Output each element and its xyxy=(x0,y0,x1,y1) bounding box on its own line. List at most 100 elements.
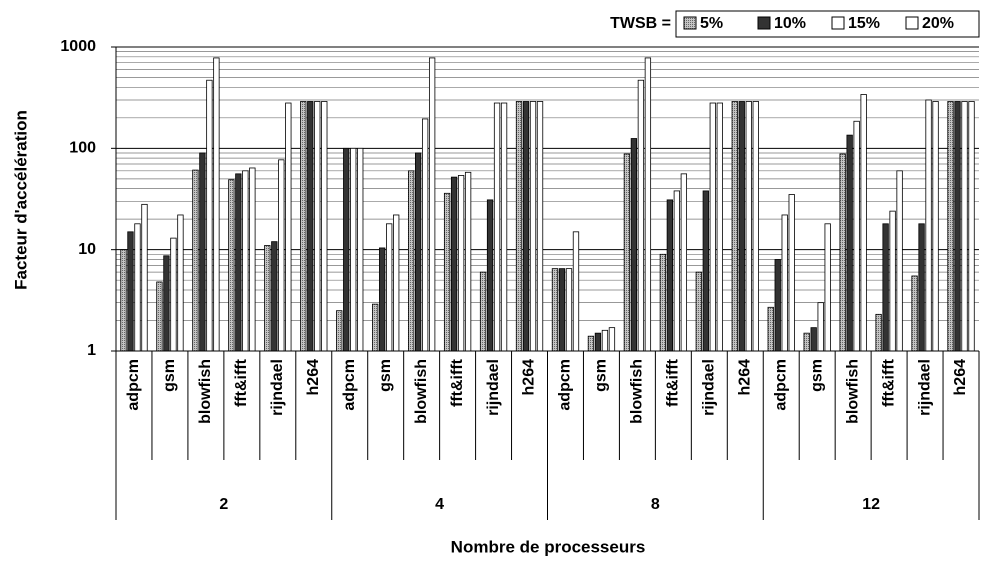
bar xyxy=(745,101,752,352)
x-tick-label: adpcm xyxy=(772,359,789,411)
bar xyxy=(414,152,422,352)
bar xyxy=(601,329,609,352)
legend-title: TWSB = xyxy=(610,15,671,32)
bar xyxy=(817,302,824,352)
bar xyxy=(767,306,774,352)
bar xyxy=(314,101,321,352)
bar xyxy=(659,253,667,352)
bar xyxy=(213,57,220,352)
bar xyxy=(558,268,566,352)
bar xyxy=(206,79,213,352)
bar xyxy=(824,223,831,352)
bar xyxy=(464,171,472,352)
bar xyxy=(163,255,170,352)
bar xyxy=(393,214,400,352)
bar xyxy=(889,210,896,352)
x-tick-label: gsm xyxy=(808,359,825,392)
bar xyxy=(141,203,148,352)
bar xyxy=(947,101,954,352)
bar xyxy=(803,332,810,352)
bar xyxy=(379,247,386,352)
group-label: 12 xyxy=(862,496,880,513)
bar xyxy=(486,199,494,352)
bar xyxy=(702,190,709,352)
bar xyxy=(457,175,465,352)
bar xyxy=(357,147,364,352)
bar xyxy=(695,271,702,352)
legend-swatch xyxy=(683,16,697,30)
bar xyxy=(529,101,537,352)
bar xyxy=(307,101,314,352)
bar xyxy=(608,327,616,352)
x-tick-label: gsm xyxy=(593,359,610,392)
bar xyxy=(450,176,458,352)
group-label: 2 xyxy=(219,496,228,513)
bar xyxy=(278,159,285,352)
bar xyxy=(407,170,415,352)
bar xyxy=(896,170,903,352)
x-tick-label: h264 xyxy=(305,359,322,396)
bar xyxy=(932,101,939,352)
bar xyxy=(300,101,307,352)
bar xyxy=(954,101,961,352)
x-tick-label: blowfish xyxy=(197,359,214,424)
bar xyxy=(846,134,853,352)
bar xyxy=(242,170,249,352)
bar xyxy=(336,310,343,352)
bar xyxy=(479,271,487,352)
y-tick-label: 10 xyxy=(78,241,96,258)
bar xyxy=(428,57,436,352)
bar xyxy=(738,101,745,352)
bar xyxy=(493,102,501,352)
bar xyxy=(372,303,379,352)
bar xyxy=(774,259,781,352)
legend-box xyxy=(675,10,980,38)
bar xyxy=(120,249,127,352)
bar xyxy=(228,179,235,352)
bar xyxy=(285,102,292,352)
bar xyxy=(350,147,357,352)
bar xyxy=(853,120,860,352)
bar xyxy=(156,281,163,352)
x-tick-label: h264 xyxy=(736,359,753,396)
bar xyxy=(680,173,688,352)
bar xyxy=(170,237,177,352)
bar xyxy=(386,223,393,352)
bar xyxy=(594,332,602,352)
bar xyxy=(587,335,595,352)
bar xyxy=(623,153,631,352)
x-tick-label: rijndael xyxy=(916,359,933,416)
legend-label: 20% xyxy=(922,15,954,32)
bar xyxy=(882,223,889,352)
bar xyxy=(235,173,242,352)
bar xyxy=(961,101,968,352)
x-tick-label: h264 xyxy=(952,359,969,396)
bar xyxy=(752,101,759,352)
x-tick-label: gsm xyxy=(161,359,178,392)
bar xyxy=(565,268,573,352)
bar xyxy=(199,152,206,352)
x-tick-label: blowfish xyxy=(629,359,646,424)
x-tick-label: fft&ifft xyxy=(449,358,466,407)
y-tick-label: 1 xyxy=(87,342,96,359)
bar xyxy=(271,241,278,352)
bar xyxy=(443,192,451,352)
bar xyxy=(925,99,932,352)
x-tick-label: adpcm xyxy=(557,359,574,411)
x-tick-label: blowfish xyxy=(844,359,861,424)
bar xyxy=(522,101,530,352)
bar xyxy=(134,223,141,352)
y-tick-label: 100 xyxy=(69,140,96,157)
bar xyxy=(343,147,350,352)
x-axis-title: Nombre de processeurs xyxy=(451,537,646,556)
bar xyxy=(839,153,846,352)
bar xyxy=(918,223,925,352)
y-axis-title: Facteur d'accélération xyxy=(11,110,30,290)
legend-swatch xyxy=(831,16,845,30)
x-tick-label: h264 xyxy=(521,359,538,396)
bar xyxy=(788,194,795,352)
x-tick-label: rijndael xyxy=(269,359,286,416)
legend-swatch xyxy=(757,16,771,30)
x-tick-label: adpcm xyxy=(125,359,142,411)
x-tick-label: fft&ifft xyxy=(880,358,897,407)
